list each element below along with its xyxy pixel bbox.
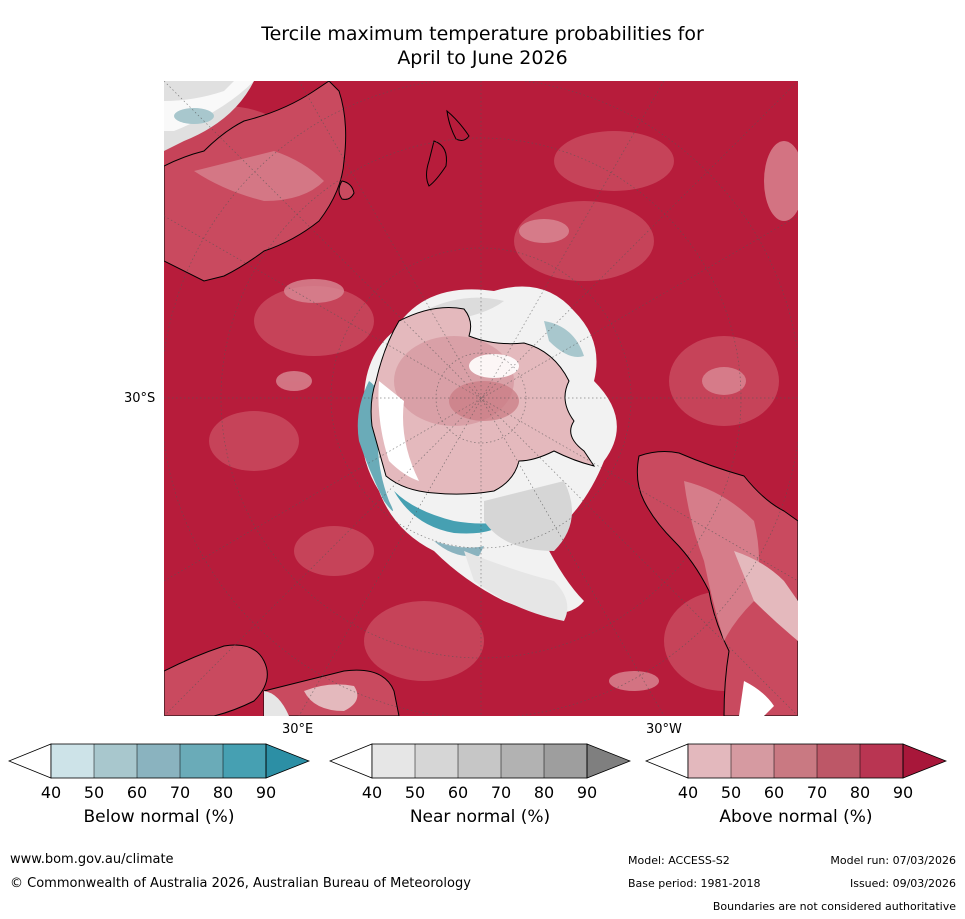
colorbar-below-normal-tick-label: 70 [169, 783, 191, 802]
colorbar-near-normal: 40 50 60 70 80 90 Near normal (%) [329, 743, 631, 833]
colorbar-above-normal-segment [817, 744, 860, 778]
colorbar-below-normal-segment [137, 744, 180, 778]
colorbar-above-normal-max-extension [902, 743, 947, 779]
new-zealand-north [446, 109, 470, 141]
colorbar-above-normal-tick-label: 50 [720, 783, 742, 802]
colorbar-above-normal-tick-label: 40 [677, 783, 699, 802]
latitude-label: 30°S [124, 391, 156, 406]
colorbar-near-normal-tick-label: 80 [533, 783, 555, 802]
colorbar-above-normal-segment [731, 744, 774, 778]
colorbar-near-normal-segment [415, 744, 458, 778]
colorbar-above-normal-min-extension [645, 743, 689, 779]
colorbar-above-normal-tick-label: 70 [806, 783, 828, 802]
website-link[interactable]: www.bom.gov.au/climate [10, 852, 174, 867]
colorbar-near-normal-tick-label: 40 [361, 783, 383, 802]
colorbar-above-normal-segment [688, 744, 731, 778]
tasmania [338, 180, 355, 200]
colorbar-below-normal-segment [94, 744, 137, 778]
colorbar-above-normal-segment [774, 744, 817, 778]
colorbar-below-normal-tick-label: 60 [126, 783, 148, 802]
colorbar-near-normal-tick-label: 60 [447, 783, 469, 802]
colorbar-near-normal-tick-label: 90 [576, 783, 598, 802]
colorbar-above-normal: 40 50 60 70 80 90 Above normal (%) [645, 743, 947, 833]
model-run-date: Model run: 07/03/2026 [830, 854, 956, 867]
colorbar-near-normal-segment [458, 744, 501, 778]
longitude-label-east: 30°E [282, 722, 314, 737]
colorbar-near-normal-segment [501, 744, 544, 778]
colorbar-near-normal-min-extension [329, 743, 373, 779]
colorbar-below-normal-ticks: 40 50 60 70 80 90 [8, 783, 310, 803]
new-zealand-south [426, 140, 447, 187]
copyright-notice: © Commonwealth of Australia 2026, Austra… [10, 876, 471, 891]
graticule [164, 81, 798, 716]
model-name: Model: ACCESS-S2 [628, 854, 730, 867]
chart-title: Tercile maximum temperature probabilitie… [0, 22, 965, 70]
boundaries-disclaimer: Boundaries are not considered authoritat… [712, 900, 956, 913]
colorbar-above-normal-ticks: 40 50 60 70 80 90 [645, 783, 947, 803]
colorbar-below-normal-tick-label: 50 [83, 783, 105, 802]
colorbar-near-normal-max-extension [586, 743, 631, 779]
colorbar-below-normal-segment [180, 744, 223, 778]
colorbar-below-normal-segment [223, 744, 266, 778]
colorbar-above-normal-outline [687, 743, 904, 779]
ocean-light-patches [276, 141, 798, 691]
colorbar-below-normal-title: Below normal (%) [83, 807, 235, 827]
colorbar-near-normal-tick-label: 70 [490, 783, 512, 802]
colorbar-near-normal-ticks: 40 50 60 70 80 90 [329, 783, 631, 803]
map-canvas [164, 81, 798, 716]
colorbar-above-normal-tick-label: 90 [892, 783, 914, 802]
colorbar-below-normal-tick-label: 80 [212, 783, 234, 802]
africa [164, 644, 268, 716]
colorbar-near-normal-tick-label: 50 [404, 783, 426, 802]
colorbar-below-normal-outline [50, 743, 267, 779]
base-period: Base period: 1981-2018 [628, 877, 761, 890]
colorbar-below-normal-min-extension [8, 743, 52, 779]
title-line-1: Tercile maximum temperature probabilitie… [261, 23, 704, 45]
longitude-label-west: 30°W [646, 722, 682, 737]
colorbar-below-normal-tick-label: 90 [255, 783, 277, 802]
colorbar-near-normal-segment [544, 744, 587, 778]
issued-date: Issued: 09/03/2026 [849, 877, 956, 890]
colorbar-below-normal-swatches [8, 743, 310, 779]
colorbar-below-normal: 40 50 60 70 80 90 Below normal (%) [8, 743, 310, 833]
colorbar-below-normal-max-extension [265, 743, 310, 779]
colorbar-below-normal-segment [51, 744, 94, 778]
polar-probability-map [164, 81, 798, 716]
colorbar-above-normal-segment [860, 744, 903, 778]
colorbar-below-normal-tick-label: 40 [40, 783, 62, 802]
colorbar-above-normal-tick-label: 80 [849, 783, 871, 802]
colorbar-near-normal-segment [372, 744, 415, 778]
title-line-2: April to June 2026 [397, 47, 568, 69]
colorbar-above-normal-title: Above normal (%) [719, 807, 873, 827]
colorbar-above-normal-swatches [645, 743, 947, 779]
colorbar-above-normal-tick-label: 60 [763, 783, 785, 802]
colorbar-near-normal-swatches [329, 743, 631, 779]
colorbar-near-normal-title: Near normal (%) [409, 807, 551, 827]
colorbar-near-normal-outline [371, 743, 588, 779]
